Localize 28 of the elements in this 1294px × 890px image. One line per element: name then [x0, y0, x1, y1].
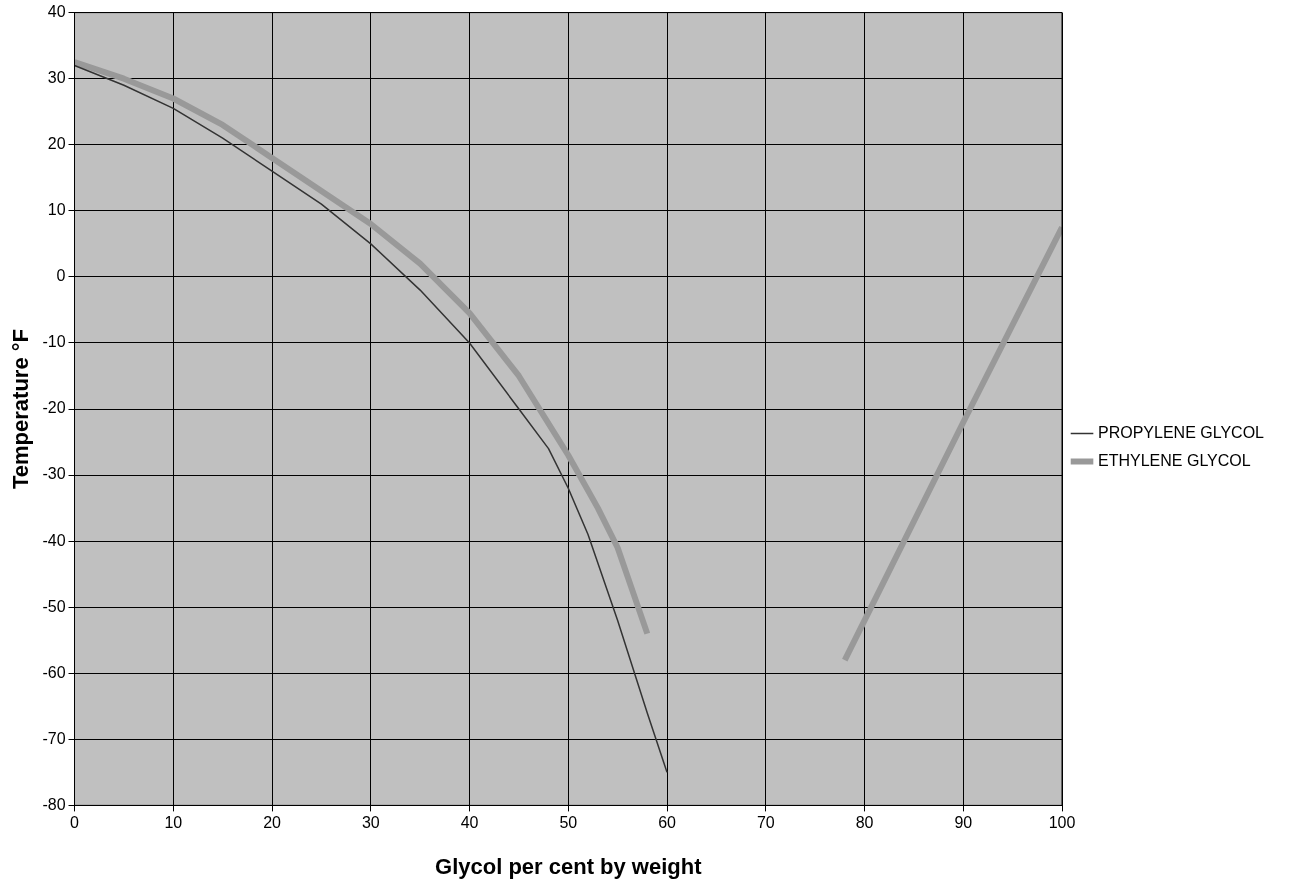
y-tick-label: -30 [42, 465, 66, 483]
y-tick-label: 0 [56, 267, 66, 285]
x-axis-title: Glycol per cent by weight [435, 853, 703, 879]
y-tick-label: 10 [47, 201, 66, 219]
y-axis-title: Temperature °F [8, 329, 34, 489]
y-tick-label: 20 [47, 135, 66, 153]
x-tick-label: 90 [954, 814, 973, 832]
x-tick-label: 40 [460, 814, 479, 832]
y-tick-label: -60 [42, 663, 66, 681]
y-tick-label: -10 [42, 333, 66, 351]
y-tick-label: 40 [47, 3, 66, 21]
x-tick-label: 70 [756, 814, 775, 832]
y-tick-label: -20 [42, 399, 66, 417]
y-tick-label: -50 [42, 597, 66, 615]
y-tick-label: 30 [47, 69, 66, 87]
x-tick-label: 30 [361, 814, 380, 832]
y-tick-label: -80 [42, 795, 66, 813]
x-tick-label: 0 [70, 814, 80, 832]
y-tick-label: -70 [42, 729, 66, 747]
x-tick-label: 80 [855, 814, 874, 832]
x-tick-label: 20 [263, 814, 282, 832]
x-tick-label: 10 [164, 814, 183, 832]
x-tick-label: 100 [1048, 814, 1076, 832]
y-tick-label: -40 [42, 531, 66, 549]
legend-label: PROPYLENE GLYCOL [1098, 423, 1265, 441]
x-tick-label: 60 [658, 814, 677, 832]
x-tick-label: 50 [559, 814, 578, 832]
legend-label: ETHYLENE GLYCOL [1098, 451, 1251, 469]
